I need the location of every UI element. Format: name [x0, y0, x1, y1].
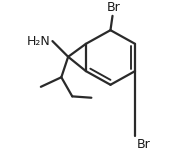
Text: Br: Br [107, 2, 121, 14]
Text: H₂N: H₂N [27, 35, 51, 48]
Text: Br: Br [136, 138, 150, 151]
